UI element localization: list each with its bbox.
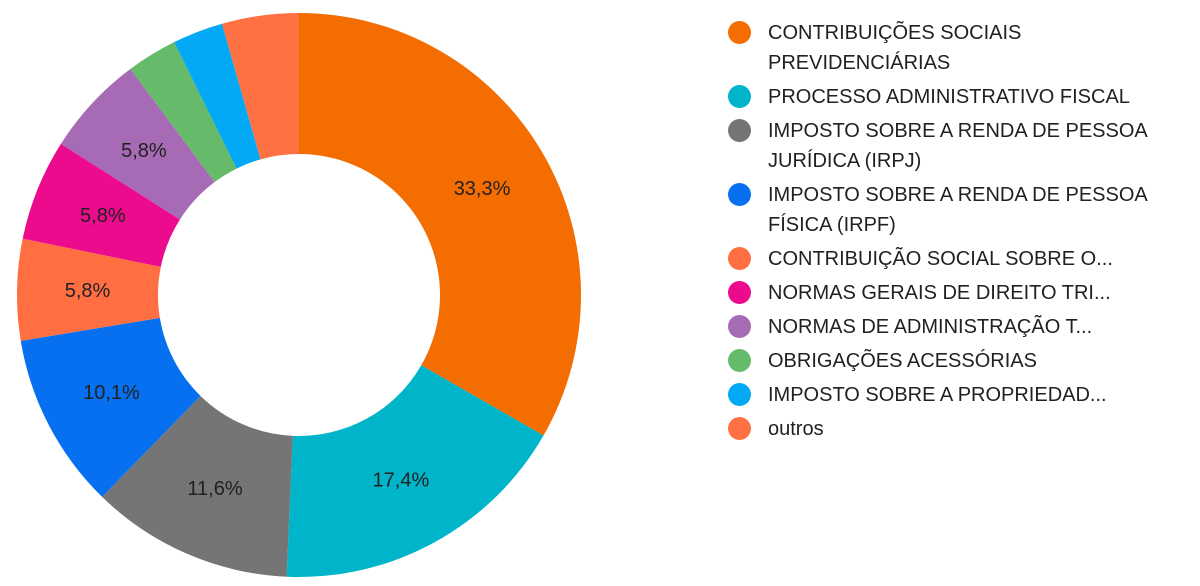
donut-slice-5 bbox=[16, 238, 161, 341]
donut-slice-7 bbox=[60, 68, 215, 220]
chart-legend: CONTRIBUIÇÕES SOCIAIS PREVIDENCIÁRIAS PRO… bbox=[728, 18, 1190, 448]
legend-swatch bbox=[728, 119, 751, 142]
legend-swatch bbox=[728, 247, 751, 270]
donut-chart: 33,3% 17,4% 11,6% 10,1% 5,8% 5,8% 5,8% bbox=[16, 13, 581, 577]
slice-labels: 33,3% 17,4% 11,6% 10,1% 5,8% 5,8% 5,8% bbox=[65, 140, 511, 500]
slice-label-1: 33,3% bbox=[454, 178, 511, 200]
donut-slice-8 bbox=[130, 42, 237, 182]
legend-label: NORMAS DE ADMINISTRAÇÃO T... bbox=[768, 316, 1093, 338]
legend-swatch bbox=[728, 183, 751, 206]
donut-slice-9 bbox=[174, 23, 261, 169]
legend-item: IMPOSTO SOBRE A PROPRIEDAD... bbox=[728, 380, 1190, 410]
slice-label-6: 5,8% bbox=[80, 205, 126, 227]
slice-label-3: 11,6% bbox=[187, 478, 242, 500]
legend-label: PROCESSO ADMINISTRATIVO FISCAL bbox=[768, 86, 1130, 108]
donut-slice-3 bbox=[102, 395, 293, 577]
legend-item: NORMAS GERAIS DE DIREITO TRI... bbox=[728, 278, 1190, 308]
legend-item: NORMAS DE ADMINISTRAÇÃO T... bbox=[728, 312, 1190, 342]
legend-item: OBRIGAÇÕES ACESSÓRIAS bbox=[728, 346, 1190, 376]
legend-item: IMPOSTO SOBRE A RENDA DE PESSOA FÍSICA (… bbox=[728, 180, 1190, 240]
slice-label-2: 17,4% bbox=[373, 469, 430, 491]
donut-slice-6 bbox=[22, 143, 180, 267]
legend-swatch bbox=[728, 21, 751, 44]
donut-slice-4 bbox=[20, 317, 201, 497]
legend-swatch bbox=[728, 315, 751, 338]
slice-label-7: 5,8% bbox=[121, 140, 167, 162]
legend-item: IMPOSTO SOBRE A RENDA DE PESSOA JURÍDICA… bbox=[728, 116, 1190, 176]
legend-item: outros bbox=[728, 414, 1190, 444]
legend-swatch bbox=[728, 417, 751, 440]
legend-item: CONTRIBUIÇÃO SOCIAL SOBRE O... bbox=[728, 244, 1190, 274]
legend-swatch bbox=[728, 85, 751, 108]
legend-label: IMPOSTO SOBRE A PROPRIEDAD... bbox=[768, 384, 1107, 406]
legend-label: CONTRIBUIÇÃO SOCIAL SOBRE O... bbox=[768, 248, 1113, 270]
legend-label: CONTRIBUIÇÕES SOCIAIS PREVIDENCIÁRIAS bbox=[768, 22, 1022, 74]
legend-swatch bbox=[728, 383, 751, 406]
legend-item: CONTRIBUIÇÕES SOCIAIS PREVIDENCIÁRIAS bbox=[728, 18, 1190, 78]
donut-slice-10 bbox=[222, 13, 299, 160]
slice-label-4: 10,1% bbox=[83, 382, 140, 404]
legend-label: IMPOSTO SOBRE A RENDA DE PESSOA FÍSICA (… bbox=[768, 184, 1147, 236]
legend-item: PROCESSO ADMINISTRATIVO FISCAL bbox=[728, 82, 1190, 112]
donut-slices bbox=[16, 13, 581, 577]
legend-swatch bbox=[728, 281, 751, 304]
slice-label-5: 5,8% bbox=[65, 280, 111, 302]
legend-label: IMPOSTO SOBRE A RENDA DE PESSOA JURÍDICA… bbox=[768, 120, 1147, 172]
donut-slice-2 bbox=[286, 365, 544, 577]
legend-label: NORMAS GERAIS DE DIREITO TRI... bbox=[768, 282, 1111, 304]
legend-swatch bbox=[728, 349, 751, 372]
legend-label: outros bbox=[768, 418, 824, 440]
donut-slice-1 bbox=[299, 13, 581, 436]
legend-label: OBRIGAÇÕES ACESSÓRIAS bbox=[768, 350, 1037, 372]
